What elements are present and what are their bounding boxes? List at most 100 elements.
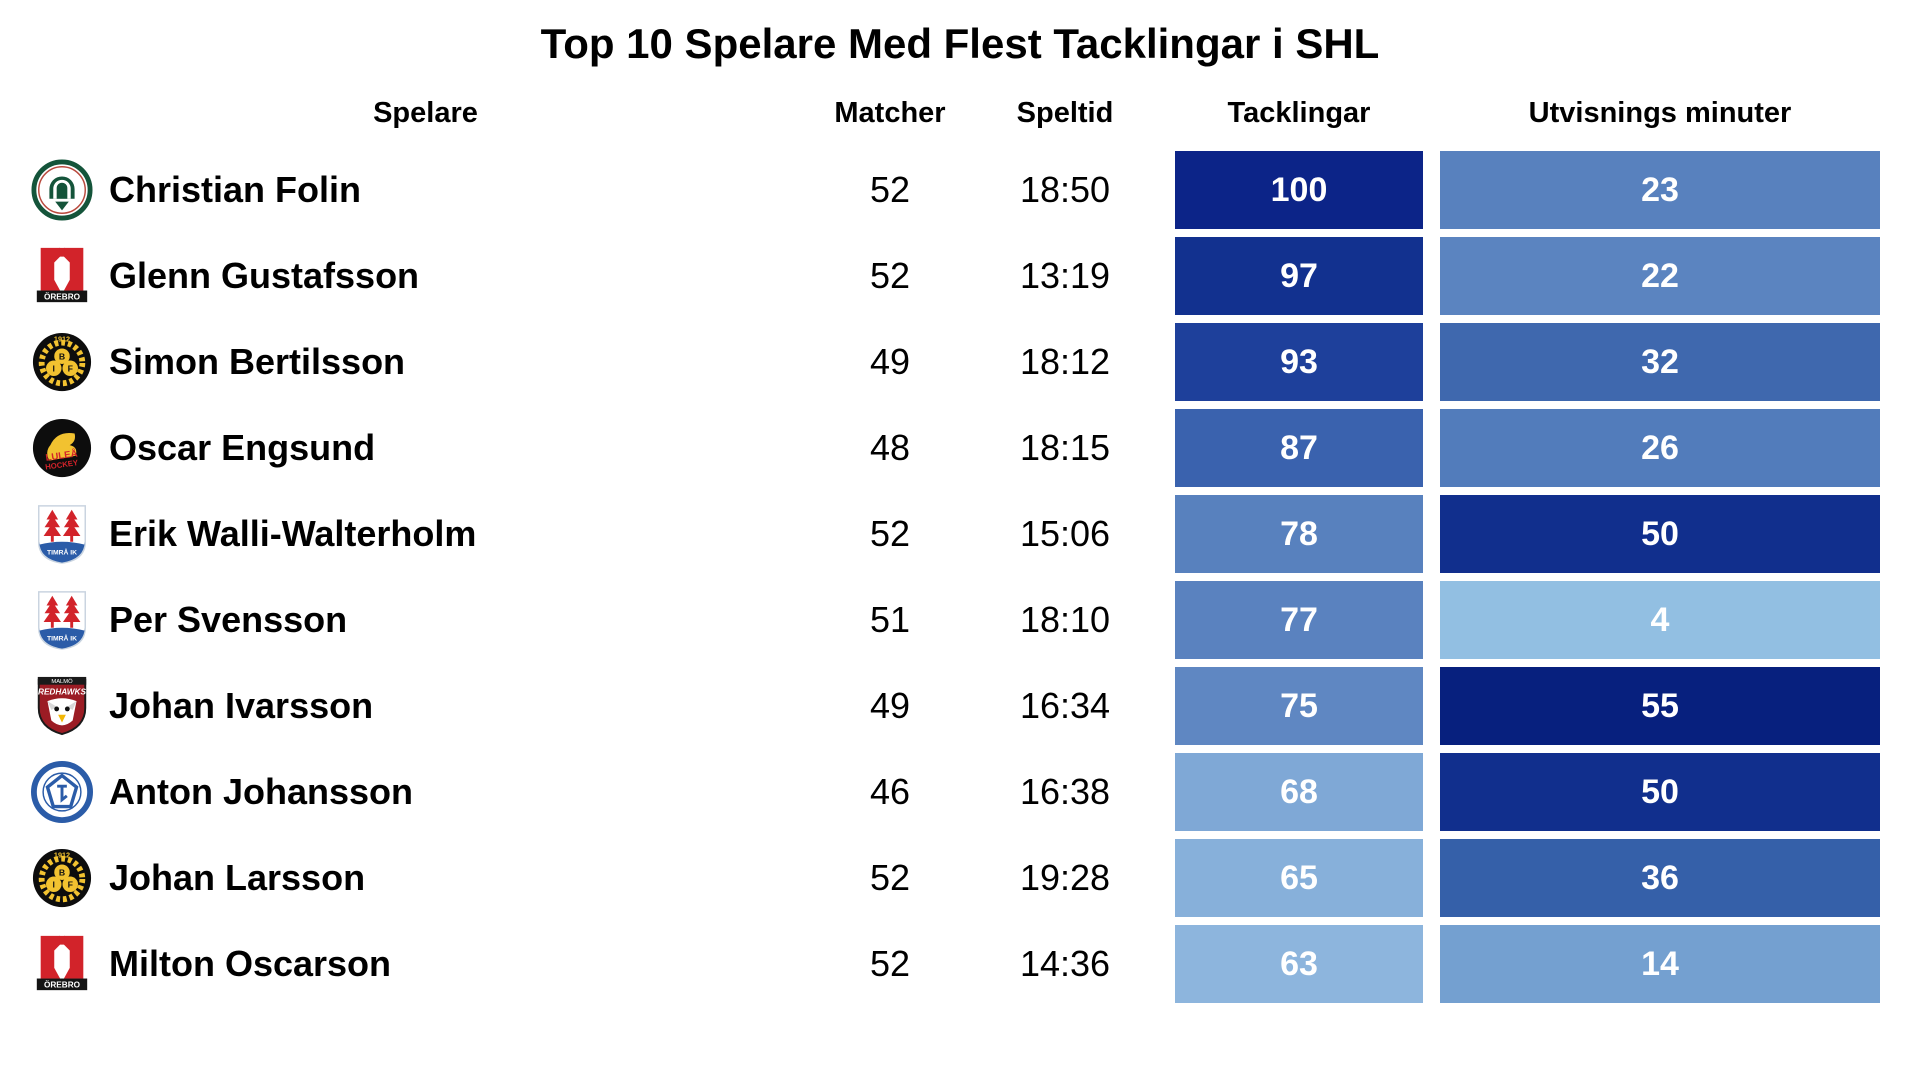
table-row: MALMÖ REDHAWKS Johan Ivarsson 49 16:34 75… [31,667,1911,745]
tacklingar-heatmap-cell: 93 [1175,323,1423,401]
tacklingar-heatmap-cell: 75 [1175,667,1423,745]
table-row: Christian Folin 52 18:50 100 23 [31,151,1911,229]
matcher-value: 51 [869,599,911,640]
player-name: Christian Folin [109,169,361,210]
svg-text:B: B [59,352,65,362]
player-cell: ÖREBRO Milton Oscarson [31,933,820,995]
player-cell: MALMÖ REDHAWKS Johan Ivarsson [31,675,820,737]
table-row: 1912 B I F Simon Bertilsson 49 18:12 93 32 [31,323,1911,401]
utvisningar-heatmap-cell: 4 [1440,581,1880,659]
table-row: TIMRÅ IK Per Svensson 51 18:10 77 4 [31,581,1911,659]
svg-text:1912: 1912 [54,851,70,860]
svg-text:I: I [53,880,55,890]
malmo-logo-icon: MALMÖ REDHAWKS [31,675,93,737]
speltid-value: 19:28 [1019,857,1111,898]
speltid-value: 14:36 [1019,943,1111,984]
brynas-logo-icon: 1912 B I F [31,331,93,393]
svg-text:B: B [59,868,65,878]
table-row: ÖREBRO Milton Oscarson 52 14:36 63 14 [31,925,1911,1003]
column-header-tacklingar: Tacklingar [1227,97,1371,129]
tacklingar-heatmap-cell: 77 [1175,581,1423,659]
utvisningar-heatmap-cell: 23 [1440,151,1880,229]
player-name: Milton Oscarson [109,943,392,984]
svg-text:TIMRÅ IK: TIMRÅ IK [47,633,77,642]
svg-text:I: I [53,364,55,374]
player-name: Simon Bertilsson [109,341,406,382]
column-header-speltid: Speltid [1016,97,1114,129]
tacklingar-heatmap-cell: 100 [1175,151,1423,229]
svg-text:1912: 1912 [54,335,70,344]
svg-text:ÖREBRO: ÖREBRO [44,980,81,990]
player-cell: 1912 B I F Simon Bertilsson [31,331,820,393]
svg-text:LULEÅ: LULEÅ [45,448,78,463]
speltid-value: 18:15 [1019,427,1111,468]
tacklingar-heatmap-cell: 78 [1175,495,1423,573]
column-header-spelare: Spelare [373,97,478,129]
utvisningar-heatmap-cell: 32 [1440,323,1880,401]
matcher-value: 52 [869,943,911,984]
speltid-value: 18:50 [1019,169,1111,210]
tacklingar-heatmap-cell: 63 [1175,925,1423,1003]
matcher-value: 52 [869,169,911,210]
speltid-value: 18:10 [1019,599,1111,640]
player-name: Johan Ivarsson [109,685,374,726]
column-header-matcher: Matcher [834,97,946,129]
utvisningar-heatmap-cell: 50 [1440,495,1880,573]
table-row: 1912 B I F Johan Larsson 52 19:28 65 36 [31,839,1911,917]
table-row: TIMRÅ IK Erik Walli-Walterholm 52 15:06 … [31,495,1911,573]
brynas-logo-icon: 1912 B I F [31,847,93,909]
utvisningar-heatmap-cell: 22 [1440,237,1880,315]
player-name: Oscar Engsund [109,427,376,468]
matcher-value: 52 [869,513,911,554]
player-cell: Anton Johansson [31,761,820,823]
svg-text:REDHAWKS: REDHAWKS [38,687,86,696]
frolunda-logo-icon [31,159,93,221]
player-cell: TIMRÅ IK Erik Walli-Walterholm [31,503,820,565]
player-name: Anton Johansson [109,771,413,812]
svg-text:ÖREBRO: ÖREBRO [44,292,81,302]
stats-table: Spelare Matcher Speltid Tacklingar Utvis… [31,94,1911,1003]
speltid-value: 16:38 [1019,771,1111,812]
orebro-logo-icon: ÖREBRO [31,933,93,995]
svg-text:F: F [68,880,73,890]
column-header-utvisnings-minuter: Utvisnings minuter [1528,97,1792,129]
player-name: Johan Larsson [109,857,366,898]
speltid-value: 18:12 [1019,341,1111,382]
player-name: Per Svensson [109,599,348,640]
shl-tackles-table-page: Top 10 Spelare Med Flest Tacklingar i SH… [31,20,1911,1003]
svg-text:F: F [68,364,73,374]
player-name: Erik Walli-Walterholm [109,513,477,554]
lulea-logo-icon: LULEÅ HOCKEY [31,417,93,479]
tacklingar-heatmap-cell: 68 [1175,753,1423,831]
svg-text:TIMRÅ IK: TIMRÅ IK [47,547,77,556]
speltid-value: 13:19 [1019,255,1111,296]
player-cell: 1912 B I F Johan Larsson [31,847,820,909]
player-cell: LULEÅ HOCKEY Oscar Engsund [31,417,820,479]
utvisningar-heatmap-cell: 55 [1440,667,1880,745]
table-header-row: Spelare Matcher Speltid Tacklingar Utvis… [31,94,1911,130]
table-row: ÖREBRO Glenn Gustafsson 52 13:19 97 22 [31,237,1911,315]
speltid-value: 16:34 [1019,685,1111,726]
player-cell: Christian Folin [31,159,820,221]
utvisningar-heatmap-cell: 50 [1440,753,1880,831]
player-cell: TIMRÅ IK Per Svensson [31,589,820,651]
tacklingar-heatmap-cell: 97 [1175,237,1423,315]
utvisningar-heatmap-cell: 14 [1440,925,1880,1003]
matcher-value: 48 [869,427,911,468]
orebro-logo-icon: ÖREBRO [31,245,93,307]
table-row: Anton Johansson 46 16:38 68 50 [31,753,1911,831]
utvisningar-heatmap-cell: 36 [1440,839,1880,917]
matcher-value: 52 [869,255,911,296]
table-body: Christian Folin 52 18:50 100 23 ÖREBRO G… [31,151,1911,1003]
matcher-value: 52 [869,857,911,898]
page-title: Top 10 Spelare Med Flest Tacklingar i SH… [540,20,1380,67]
speltid-value: 15:06 [1019,513,1111,554]
player-cell: ÖREBRO Glenn Gustafsson [31,245,820,307]
tacklingar-heatmap-cell: 65 [1175,839,1423,917]
player-name: Glenn Gustafsson [109,255,420,296]
timra-logo-icon: TIMRÅ IK [31,589,93,651]
leksand-logo-icon [31,761,93,823]
matcher-value: 49 [869,685,911,726]
svg-text:MALMÖ: MALMÖ [51,678,73,685]
matcher-value: 46 [869,771,911,812]
